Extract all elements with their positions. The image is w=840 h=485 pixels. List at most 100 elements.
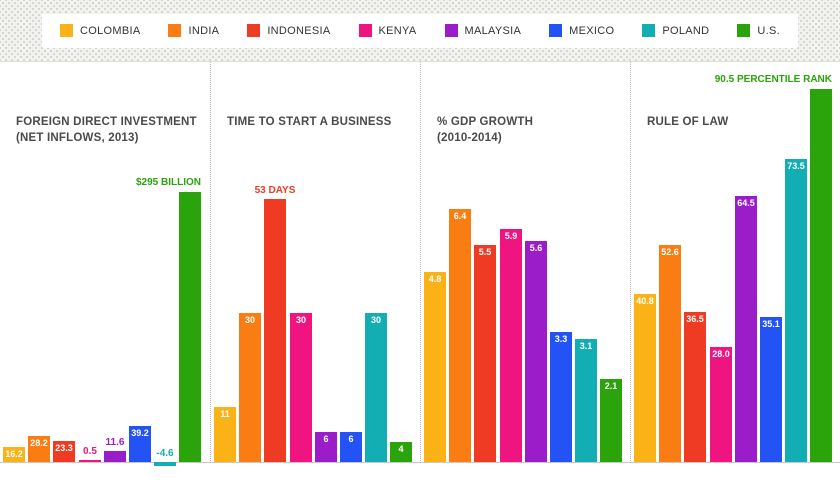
bar-value-label: 64.5 [737,198,755,208]
bar-value-label: 3.3 [554,334,568,344]
bar-mexico: 39.2 [129,426,151,462]
legend-swatch-colombia [60,24,73,37]
bar-value-label: 23.3 [55,443,73,453]
bar-kenya: 0.5 [79,446,101,462]
bar-indonesia: 36.5 [684,312,706,462]
chart-panel-foreign-direct-investment: FOREIGN DIRECT INVESTMENT (NET INFLOWS, 2… [0,62,210,466]
legend-item-indonesia: INDONESIA [247,24,330,37]
chart-panel-rule-of-law: RULE OF LAW 40.8 52.6 36.5 28.0 64.5 35.1 73.5 9… [630,62,840,463]
legend-item-u-s: U.S. [737,24,780,37]
bar-value-label: 11 [220,409,230,419]
chart-panel-time-to-start-a-business: TIME TO START A BUSINESS 11 30 53 DAYS 30 6 6 3… [210,62,420,463]
bar-colombia: 4.8 [424,272,446,462]
header-halftone-band: COLOMBIA INDIA INDONESIA KENYA MALAYSIA MEXIC… [0,0,840,62]
bar-value-label: 73.5 [787,161,805,171]
bar-u-s: 2.1 [600,379,622,462]
bar-value-label: 6.4 [453,211,467,221]
bar-value-label: 0.5 [83,446,97,457]
legend-label: MALAYSIA [464,24,522,37]
bars-area: 16.2 28.2 23.3 0.5 11.6 39.2 -4.6 $295 BILLION [3,62,205,466]
bar-poland: 30 [365,313,387,462]
bar-colombia: 16.2 [3,447,25,462]
bars-area: 40.8 52.6 36.5 28.0 64.5 35.1 73.5 90.5 PERCENT… [634,62,835,462]
bar-malaysia: 64.5 [735,196,757,462]
bar-u-s: 4 [390,442,412,462]
bar-colombia: 11 [214,407,236,462]
chart-panel-gdp-growth: % GDP GROWTH (2010-2014) 4.8 6.4 5.5 5.9 5.6 3.… [420,62,630,463]
bar-value-label: 30 [295,315,306,325]
legend-label: POLAND [662,24,710,37]
bar-india: 52.6 [659,245,681,462]
bar-value-label: 5.5 [478,247,492,257]
bar-value-label: 5.9 [504,231,518,241]
legend-swatch-india [168,24,182,37]
legend-swatch-u-s [737,24,751,37]
legend: COLOMBIA INDIA INDONESIA KENYA MALAYSIA MEXIC… [42,13,798,48]
bar-mexico: 6 [340,432,362,462]
legend-swatch-kenya [358,24,372,37]
bar-value-label: 5.6 [529,243,543,253]
legend-label: U.S. [757,24,780,37]
bar-value-label: 36.5 [686,314,704,324]
bar-value-label: 4.8 [428,274,442,284]
charts-row: FOREIGN DIRECT INVESTMENT (NET INFLOWS, 2… [0,62,840,466]
bar-poland: 3.1 [575,339,597,462]
bar-value-label: 53 DAYS [254,185,296,196]
bars-area: 4.8 6.4 5.5 5.9 5.6 3.3 3.1 2.1 [424,62,625,462]
bar-value-label: -4.6 [156,448,174,459]
legend-swatch-indonesia [247,24,261,37]
bar-colombia: 40.8 [634,294,656,462]
bar-value-label: 3.1 [579,341,593,351]
bar-value-label: 30 [244,315,255,325]
bar-value-label: 6 [323,434,329,444]
bar-value-label: 28.2 [30,438,48,448]
legend-label: INDIA [188,24,220,37]
bar-malaysia: 11.6 [104,437,126,462]
bar-value-label: 2.1 [604,381,618,391]
panel-title: TIME TO START A BUSINESS [227,116,392,128]
bar-india: 30 [239,313,261,462]
bar-kenya: 5.9 [500,229,522,462]
bar-value-label: 35.1 [762,319,780,329]
bar-value-label: 52.6 [661,247,679,257]
legend-label: KENYA [378,24,417,37]
bar-indonesia: 53 DAYS [255,185,295,462]
bar-mexico: 3.3 [550,332,572,462]
bar-value-label: $295 BILLION [135,177,201,188]
legend-label: COLOMBIA [80,24,141,37]
bar-value-label: 30 [370,315,381,325]
bar-kenya: 30 [290,313,312,462]
panel-title: % GDP GROWTH (2010-2014) [437,116,534,145]
bar-value-label: 40.8 [636,296,654,306]
bar-malaysia: 5.6 [525,241,547,462]
bar-u-s: $295 BILLION [136,177,201,462]
legend-item-india: INDIA [168,24,219,37]
bars-area: 11 30 53 DAYS 30 6 6 30 4 [214,62,415,462]
bar-poland: -4.6 [154,448,176,466]
bar-india: 28.2 [28,436,50,462]
bar-indonesia: 5.5 [474,245,496,462]
legend-item-malaysia: MALAYSIA [444,24,522,37]
bar-value-label: 16.2 [5,449,23,459]
bar-value-label: 39.2 [131,428,149,438]
legend-item-mexico: MEXICO [549,24,614,37]
legend-swatch-poland [642,24,656,37]
legend-swatch-malaysia [444,24,458,37]
bar-poland: 73.5 [785,159,807,462]
bar-u-s: 90.5 PERCENTILE RANK [715,74,832,462]
panel-title: RULE OF LAW [647,116,729,128]
bar-value-label: 90.5 PERCENTILE RANK [714,74,832,85]
legend-item-colombia: COLOMBIA [60,24,140,37]
bar-value-label: 4 [398,444,404,454]
bar-value-label: 28.0 [712,349,730,359]
bar-indonesia: 23.3 [53,441,75,462]
bar-mexico: 35.1 [760,317,782,462]
bar-value-label: 11.6 [105,437,125,448]
bar-value-label: 6 [348,434,354,444]
panel-title: FOREIGN DIRECT INVESTMENT (NET INFLOWS, 2… [16,116,197,145]
bar-kenya: 28.0 [710,347,732,462]
bar-malaysia: 6 [315,432,337,462]
legend-item-kenya: KENYA [358,24,417,37]
bar-india: 6.4 [449,209,471,462]
legend-item-poland: POLAND [642,24,709,37]
